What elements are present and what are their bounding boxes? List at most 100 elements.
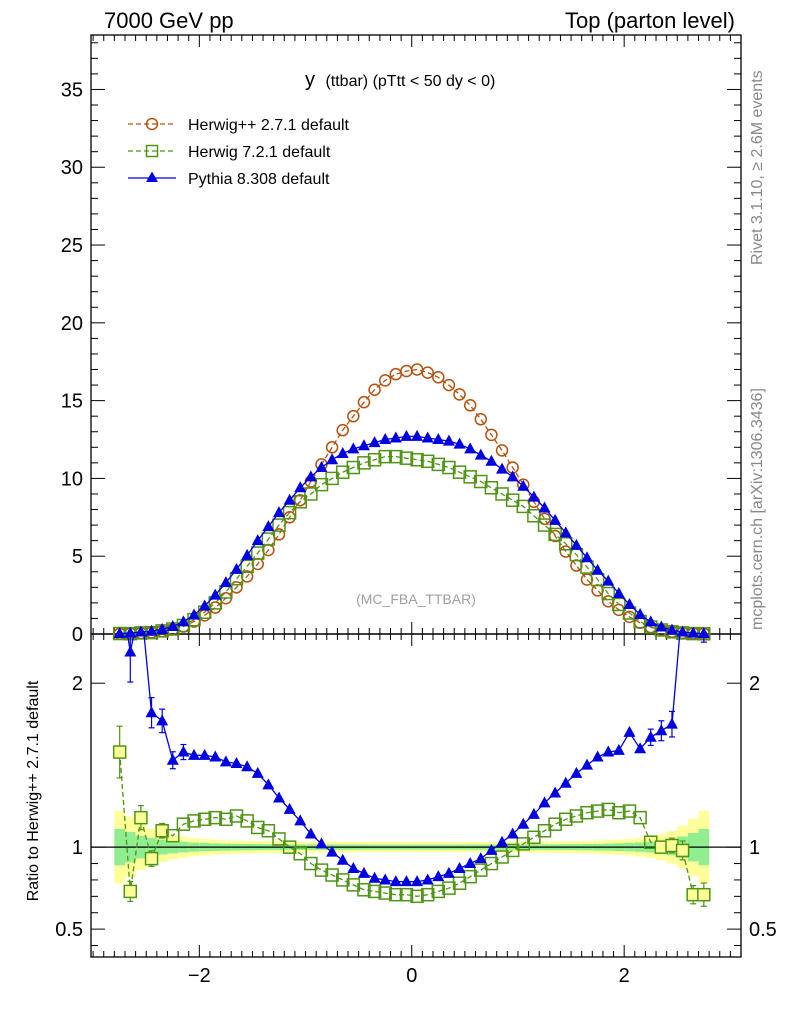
data-point-herwigpp bbox=[347, 409, 360, 423]
data-point-pythia bbox=[198, 599, 211, 611]
data-point-pythia bbox=[432, 433, 445, 445]
data-point-herwigpp bbox=[495, 444, 509, 457]
y-tick-label: 25 bbox=[61, 235, 83, 257]
data-point-pythia bbox=[697, 627, 710, 639]
ratio-point-herwig7 bbox=[442, 881, 456, 895]
ratio-point-pythia bbox=[612, 743, 625, 755]
data-point-herwig7 bbox=[335, 465, 350, 479]
ratio-point-pythia bbox=[432, 870, 445, 882]
data-point-herwig7 bbox=[282, 505, 297, 520]
ratio-point-pythia bbox=[135, 595, 147, 606]
ratio-point-herwig7 bbox=[559, 812, 573, 827]
x-tick-label: 2 bbox=[619, 965, 630, 987]
ratio-point-herwig7 bbox=[155, 824, 169, 838]
legend-marker-pythia bbox=[146, 171, 158, 182]
ratio-point-herwig7 bbox=[335, 873, 350, 887]
data-point-herwigpp bbox=[591, 584, 604, 597]
ratio-point-pythia bbox=[400, 875, 413, 887]
data-point-herwigpp bbox=[570, 559, 583, 572]
ratio-point-herwig7 bbox=[208, 810, 223, 825]
data-point-herwigpp bbox=[485, 428, 498, 442]
data-point-pythia bbox=[166, 620, 179, 632]
ratio-tick-label-left: 2 bbox=[72, 673, 83, 695]
ratio-point-pythia bbox=[485, 843, 498, 855]
legend-label-herwigpp: Herwig++ 2.7.1 default bbox=[188, 117, 350, 134]
ratio-point-pythia bbox=[389, 875, 402, 887]
x-tick-label: 0 bbox=[406, 965, 417, 987]
ratio-point-herwig7 bbox=[601, 802, 615, 817]
data-point-herwigpp bbox=[432, 371, 445, 384]
ratio-point-pythia bbox=[698, 595, 710, 606]
data-point-pythia bbox=[464, 442, 477, 454]
ratio-point-herwig7 bbox=[367, 884, 382, 899]
ratio-point-herwig7 bbox=[410, 889, 424, 904]
data-point-herwig7 bbox=[261, 532, 276, 546]
data-point-herwig7 bbox=[516, 499, 531, 514]
ratio-point-pythia bbox=[634, 742, 647, 754]
data-point-pythia bbox=[326, 453, 339, 465]
ratio-point-pythia bbox=[315, 837, 328, 849]
data-point-pythia bbox=[262, 520, 275, 532]
data-point-herwig7 bbox=[389, 449, 403, 464]
data-point-pythia bbox=[134, 625, 147, 637]
ratio-point-pythia bbox=[496, 835, 509, 847]
data-point-herwig7 bbox=[240, 559, 254, 574]
legend-entry-herwigpp: Herwig++ 2.7.1 default bbox=[128, 117, 350, 134]
ratio-point-pythia bbox=[655, 724, 668, 736]
ratio-point-pythia bbox=[145, 706, 158, 718]
y-tick-label: 35 bbox=[61, 79, 83, 101]
data-point-herwig7 bbox=[612, 597, 626, 612]
data-point-pythia bbox=[602, 574, 615, 586]
data-point-pythia bbox=[506, 470, 519, 482]
data-point-pythia bbox=[315, 461, 328, 473]
data-point-herwig7 bbox=[378, 449, 392, 464]
plot-title-sub: (ttbar) (pTtt < 50 dy < 0) bbox=[325, 73, 495, 90]
ratio-point-herwig7 bbox=[261, 824, 276, 838]
data-point-pythia bbox=[623, 597, 636, 609]
ratio-point-pythia bbox=[580, 758, 593, 770]
data-point-herwigpp bbox=[357, 395, 371, 409]
data-point-pythia bbox=[570, 538, 583, 550]
data-point-pythia bbox=[549, 513, 562, 525]
data-point-pythia bbox=[156, 622, 169, 634]
ratio-point-pythia bbox=[464, 857, 477, 869]
ratio-point-pythia bbox=[677, 595, 689, 606]
ratio-point-pythia bbox=[379, 873, 392, 885]
ratio-point-pythia bbox=[283, 802, 296, 814]
data-point-pythia bbox=[644, 615, 657, 627]
data-point-pythia bbox=[676, 625, 689, 637]
ratio-point-herwig7 bbox=[697, 887, 711, 902]
plot-title-main: y bbox=[305, 69, 315, 91]
ratio-point-herwig7 bbox=[123, 884, 138, 899]
data-point-pythia bbox=[591, 563, 604, 575]
data-point-herwig7 bbox=[399, 451, 414, 465]
data-point-pythia bbox=[612, 587, 625, 599]
ratio-point-herwig7 bbox=[293, 846, 307, 861]
data-point-pythia bbox=[655, 620, 668, 632]
data-point-herwig7 bbox=[463, 470, 477, 484]
data-point-pythia bbox=[251, 534, 264, 546]
header-left: 7000 GeV pp bbox=[104, 8, 234, 33]
legend: Herwig++ 2.7.1 default Herwig 7.2.1 defa… bbox=[128, 117, 350, 188]
data-point-pythia bbox=[496, 462, 509, 474]
ratio-point-herwig7 bbox=[580, 805, 594, 820]
data-point-herwig7 bbox=[410, 452, 424, 467]
ratio-point-herwig7 bbox=[548, 817, 562, 831]
ratio-point-herwig7 bbox=[176, 817, 191, 831]
ratio-point-herwig7 bbox=[378, 886, 392, 900]
ratio-point-pythia bbox=[665, 717, 678, 729]
data-point-pythia bbox=[485, 454, 498, 466]
data-point-pythia bbox=[580, 551, 593, 563]
header-right: Top (parton level) bbox=[565, 8, 735, 33]
ratio-point-pythia bbox=[602, 745, 615, 757]
data-point-herwigpp bbox=[601, 595, 615, 608]
ratio-point-herwig7 bbox=[633, 810, 647, 825]
data-point-herwig7 bbox=[293, 495, 307, 509]
ratio-series-herwig7 bbox=[112, 725, 711, 907]
y-tick-label: 15 bbox=[61, 391, 83, 413]
data-point-pythia bbox=[559, 526, 572, 538]
data-point-herwig7 bbox=[272, 518, 286, 532]
legend-marker-herwigpp bbox=[145, 117, 159, 131]
y-tick-label: 10 bbox=[61, 468, 83, 490]
ratio-point-pythia bbox=[442, 866, 455, 878]
